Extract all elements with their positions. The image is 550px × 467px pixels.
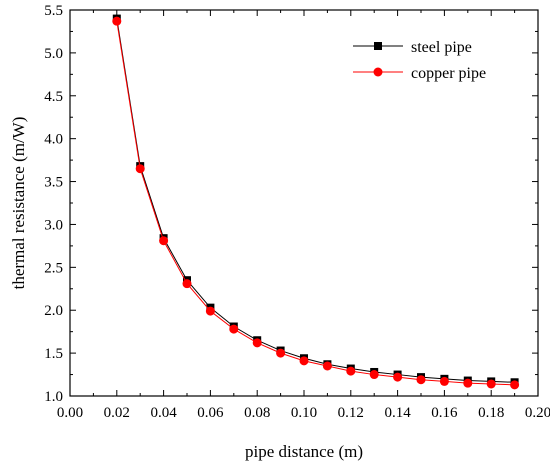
x-tick-label: 0.10 [291,405,317,421]
x-tick-label: 0.06 [197,405,224,421]
y-tick-label: 5.0 [44,46,63,62]
data-point-copper [463,378,473,388]
data-point-copper [299,356,309,366]
x-axis-title: pipe distance (m) [245,442,363,461]
y-tick-label: 2.0 [44,303,63,319]
data-point-copper [322,361,332,371]
x-tick-label: 0.04 [150,405,177,421]
data-point-copper [182,279,192,289]
data-point-copper [369,370,379,380]
data-point-copper [159,236,169,246]
y-tick-label: 4.5 [44,89,63,105]
data-point-copper [276,348,286,358]
legend-marker-circle [373,67,383,77]
y-tick-label: 3.5 [44,175,63,191]
y-tick-label: 5.5 [44,3,63,19]
y-tick-label: 3.0 [44,217,63,233]
x-tick-label: 0.02 [104,405,130,421]
legend-marker-square [374,42,382,50]
y-tick-label: 1.5 [44,346,63,362]
x-tick-label: 0.12 [338,405,364,421]
x-tick-label: 0.20 [525,405,550,421]
y-tick-label: 4.0 [44,132,63,148]
data-point-copper [252,338,262,348]
data-point-copper [510,380,520,390]
data-point-copper [416,375,426,385]
data-point-copper [346,366,356,376]
data-point-copper [486,379,496,389]
y-axis-title: thermal resistance (m/W) [9,117,28,290]
legend-label: steel pipe [411,39,472,56]
data-point-copper [135,164,145,174]
y-tick-label: 1.0 [44,389,63,405]
x-tick-label: 0.00 [57,405,83,421]
data-point-copper [439,376,449,386]
x-tick-label: 0.08 [244,405,270,421]
y-tick-label: 2.5 [44,260,63,276]
x-tick-label: 0.16 [431,405,458,421]
legend-label: copper pipe [411,65,486,82]
data-point-copper [393,372,403,382]
data-point-copper [229,324,239,334]
data-point-copper [112,16,122,26]
data-point-copper [205,306,215,316]
x-tick-label: 0.18 [478,405,504,421]
x-tick-label: 0.14 [384,405,411,421]
